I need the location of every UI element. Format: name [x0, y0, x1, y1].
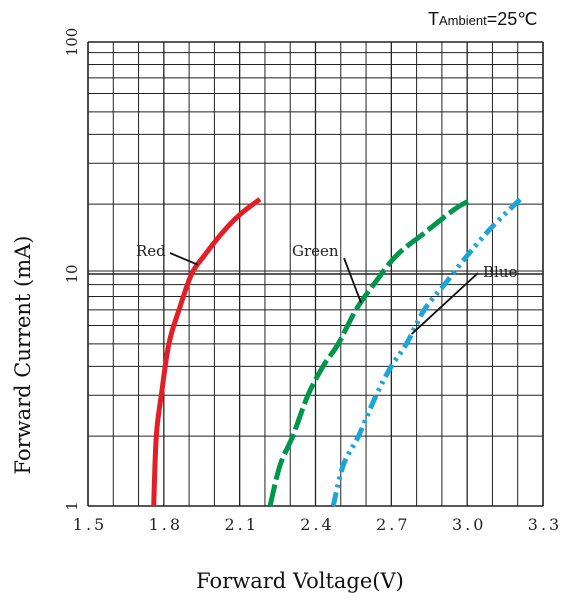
x-tick-label: 1.8	[149, 515, 183, 534]
y-tick-labels: 1 10 100	[63, 28, 81, 511]
y-tick-label: 100	[63, 28, 81, 57]
series-label-green: Green	[292, 242, 339, 260]
ambient-annotation: TAmbient=25℃	[428, 9, 537, 29]
x-tick-labels: 1.5 1.8 2.1 2.4 2.7 3.0 3.3	[73, 515, 562, 534]
ambient-prefix: T	[428, 9, 439, 29]
series-label-leader-red	[169, 252, 199, 266]
grid	[87, 41, 544, 507]
y-axis-title: Forward Current (mA)	[11, 236, 35, 475]
series-label-leader-green	[343, 257, 362, 304]
x-tick-label: 2.7	[376, 515, 410, 534]
series-line-red	[151, 197, 262, 507]
series-line-blue	[330, 197, 523, 507]
series-label-blue: Blue	[483, 263, 517, 281]
legend-labels: Red Green Blue	[136, 242, 517, 335]
x-tick-label: 1.5	[73, 515, 107, 534]
y-tick-label: 10	[63, 264, 81, 283]
ambient-suffix: =25℃	[487, 9, 538, 29]
x-tick-label: 3.3	[528, 515, 562, 534]
x-axis-title: Forward Voltage(V)	[196, 569, 404, 593]
series-line-green	[267, 197, 474, 507]
series-label-red: Red	[136, 242, 166, 260]
ambient-subscript: Ambient	[439, 13, 487, 28]
series-layer	[151, 197, 523, 507]
x-tick-label: 3.0	[452, 515, 486, 534]
y-tick-label: 1	[63, 501, 81, 511]
x-tick-label: 2.1	[224, 515, 258, 534]
series-label-leader-blue	[410, 272, 479, 335]
x-tick-label: 2.4	[300, 515, 334, 534]
